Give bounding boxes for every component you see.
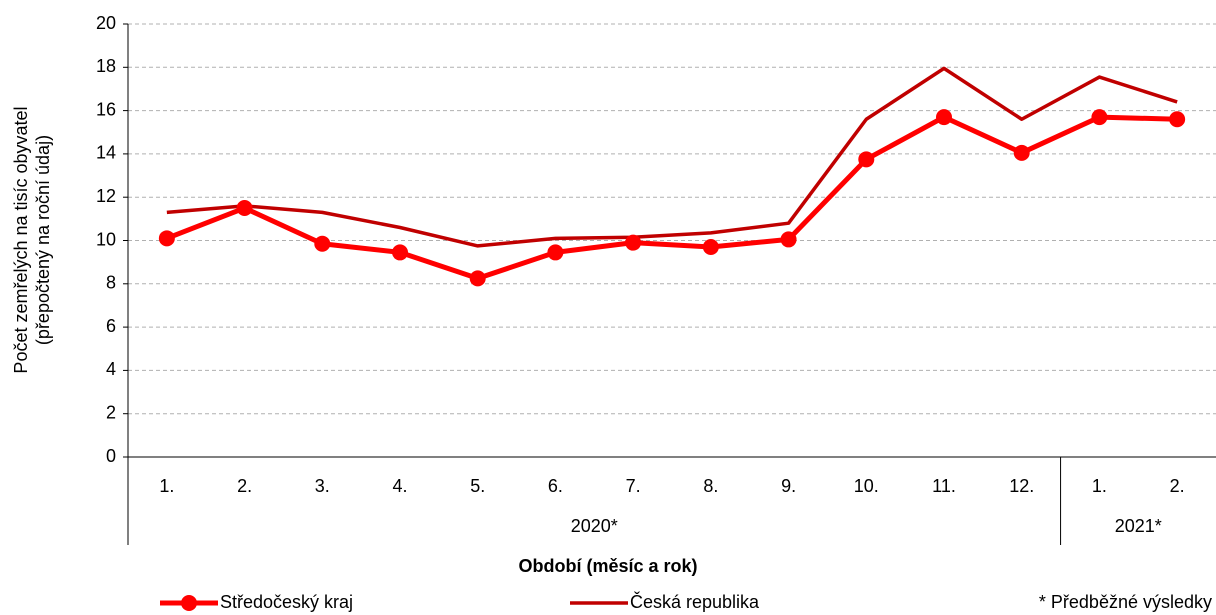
legend-marker — [181, 595, 197, 611]
x-tick-label: 5. — [470, 476, 485, 496]
point — [392, 244, 408, 261]
x-tick-label: 2. — [1170, 476, 1185, 496]
x-tick-label: 1. — [1092, 476, 1107, 496]
point — [236, 200, 253, 217]
point — [625, 234, 642, 251]
legend-label: Česká republika — [630, 591, 760, 612]
y-axis-title-line: (přepočtený na roční údaj) — [33, 135, 53, 345]
point — [314, 235, 331, 252]
y-tick-label: 10 — [96, 229, 116, 249]
y-tick-label: 18 — [96, 56, 116, 76]
y-axis-title-line: Počet zemřelých na tisíc obyvatel — [11, 106, 31, 373]
y-tick-label: 14 — [96, 143, 116, 163]
x-tick-label: 10. — [854, 476, 879, 496]
y-tick-label: 20 — [96, 13, 116, 33]
x-tick-label: 11. — [932, 476, 956, 496]
point — [702, 238, 719, 255]
point — [158, 230, 175, 247]
point — [1091, 109, 1108, 126]
y-tick-label: 6 — [106, 316, 116, 336]
y-axis-title: Počet zemřelých na tisíc obyvatel (přepo… — [11, 106, 53, 373]
y-tick-label: 12 — [96, 186, 116, 206]
point — [469, 270, 486, 287]
note: * Předběžné výsledky — [1039, 592, 1212, 612]
legend-label: Středočeský kraj — [220, 592, 353, 612]
year-label: 2021* — [1115, 516, 1162, 536]
x-tick-label: 12. — [1009, 476, 1034, 496]
x-tick-label: 1. — [159, 476, 174, 496]
x-tick-label: 3. — [315, 476, 330, 496]
x-tick-label: 8. — [703, 476, 718, 496]
point — [547, 244, 564, 261]
point — [936, 109, 952, 126]
x-tick-label: 4. — [392, 476, 407, 496]
x-axis-title: Období (měsíc a rok) — [518, 556, 697, 576]
y-tick-label: 0 — [106, 446, 116, 466]
x-tick-label: 6. — [548, 476, 563, 496]
x-tick-label: 7. — [626, 476, 641, 496]
year-label: 2020* — [571, 516, 618, 536]
point — [858, 151, 875, 168]
point — [780, 231, 797, 248]
x-tick-label: 9. — [781, 476, 796, 496]
y-tick-label: 16 — [96, 99, 116, 119]
series-line — [166, 66, 1178, 248]
point — [1013, 144, 1030, 161]
y-tick-label: 2 — [106, 402, 116, 422]
y-tick-label: 8 — [106, 273, 116, 293]
series-line — [165, 114, 1178, 281]
x-tick-label: 2. — [237, 476, 252, 496]
point — [1169, 111, 1186, 128]
y-tick-label: 4 — [106, 359, 116, 379]
